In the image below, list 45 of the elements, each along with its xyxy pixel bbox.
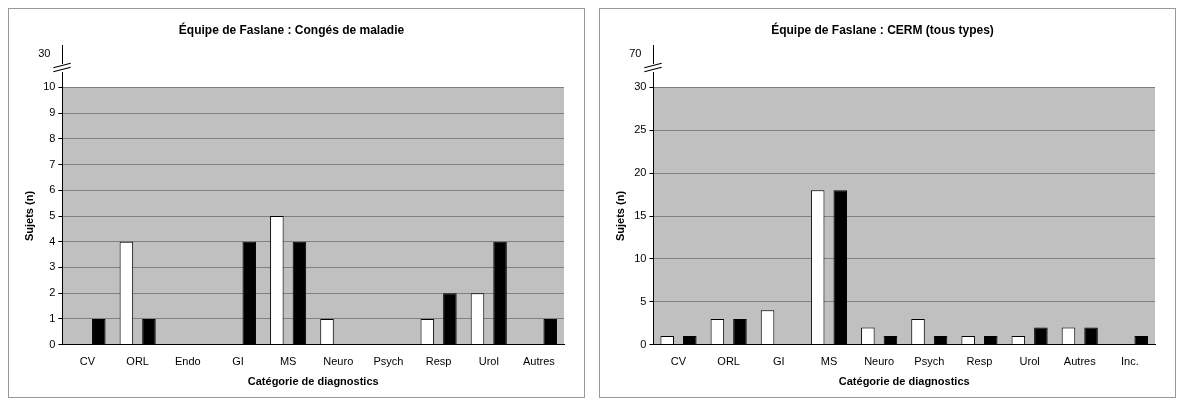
chart-title: Équipe de Faslane : CERM (tous types) <box>771 21 994 37</box>
y-tick-label: 0 <box>49 337 56 350</box>
x-tick-label: CV <box>670 355 687 368</box>
y-tick-label: 3 <box>49 260 56 273</box>
y-tick-label: 5 <box>49 209 56 222</box>
x-axis-title: Catégorie de diagnostics <box>247 375 379 388</box>
x-tick-label: Urol <box>478 355 499 368</box>
x-tick-label: MS <box>820 355 838 368</box>
x-tick-label: Psych <box>373 355 404 368</box>
x-tick-label: ORL <box>717 355 740 368</box>
x-tick-label: Inc. <box>1121 355 1139 368</box>
x-tick-label: Resp <box>425 355 452 368</box>
y-tick-label: 10 <box>634 251 647 264</box>
x-tick-label: GI <box>232 355 244 368</box>
x-tick-label: Neuro <box>864 355 895 368</box>
y-tick-label: 20 <box>634 166 647 179</box>
x-tick-label: Resp <box>966 355 993 368</box>
y-tick-label: 30 <box>634 80 647 93</box>
y-tick-label: 2 <box>49 286 56 299</box>
x-tick-label: Autres <box>1063 355 1097 368</box>
y-tick-label: 1 <box>49 311 56 324</box>
chart-title: Équipe de Faslane : Congés de maladie <box>178 21 405 37</box>
x-tick-label: GI <box>773 355 785 368</box>
y-axis-title: Sujets (n) <box>22 190 35 242</box>
y-tick-label: 6 <box>49 183 56 196</box>
x-tick-label: Psych <box>914 355 945 368</box>
y-tick-label: 15 <box>634 209 647 222</box>
x-tick-label: Neuro <box>323 355 354 368</box>
y-tick-label: 10 <box>43 80 56 93</box>
y-tick-label: 8 <box>49 131 56 144</box>
y-tick-label: 7 <box>49 157 56 170</box>
x-axis-title: Catégorie de diagnostics <box>838 375 970 388</box>
y-axis-title: Sujets (n) <box>613 190 626 242</box>
y-tick-label: 4 <box>49 234 56 247</box>
y-tick-label: 9 <box>49 106 56 119</box>
x-tick-label: ORL <box>126 355 149 368</box>
y-tick-label: 25 <box>634 123 647 136</box>
x-tick-label: CV <box>79 355 96 368</box>
x-tick-label: Autres <box>523 355 556 368</box>
x-tick-label: Endo <box>174 355 201 368</box>
y-tick-label: 5 <box>640 294 647 307</box>
x-tick-label: Urol <box>1019 355 1040 368</box>
text: 70 <box>628 47 642 60</box>
y-tick-label: 0 <box>640 337 647 350</box>
x-tick-label: MS <box>279 355 297 368</box>
